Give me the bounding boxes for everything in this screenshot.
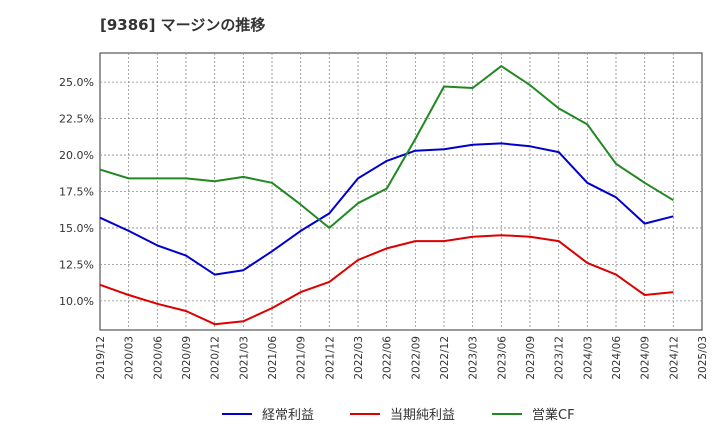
x-tick-label: 2019/12: [95, 336, 107, 380]
series-line-0: [99, 142, 674, 276]
x-tick-label: 2021/03: [238, 336, 250, 380]
x-tick-label: 2024/09: [640, 336, 652, 380]
x-tick-label: 2020/12: [210, 336, 222, 380]
y-tick-label: 10.0%: [59, 295, 94, 308]
x-tick-label: 2022/03: [353, 336, 365, 380]
y-tick-label: 25.0%: [59, 76, 94, 89]
x-tick-label: 2025/03: [697, 336, 709, 380]
legend-label-2: 営業CF: [532, 407, 575, 423]
x-tick-label: 2023/09: [525, 336, 537, 380]
y-tick-label: 20.0%: [59, 149, 94, 162]
x-tick-label: 2024/06: [611, 336, 623, 380]
x-tick-label: 2020/03: [124, 336, 136, 380]
y-tick-label: 22.5%: [59, 113, 94, 126]
series-line-2: [99, 65, 674, 229]
x-tick-label: 2024/12: [668, 336, 680, 380]
x-tick-label: 2021/06: [267, 336, 279, 380]
x-tick-label: 2022/12: [439, 336, 451, 380]
y-tick-label: 17.5%: [59, 186, 94, 199]
x-tick-label: 2022/06: [382, 336, 394, 380]
series-line-1: [99, 234, 674, 326]
x-tick-label: 2022/09: [410, 336, 422, 380]
x-tick-label: 2021/09: [296, 336, 308, 380]
x-tick-label: 2024/03: [582, 336, 594, 380]
legend-label-0: 経常利益: [262, 408, 314, 423]
legend-label-1: 当期純利益: [390, 408, 455, 423]
x-tick-label: 2020/06: [152, 336, 164, 380]
x-tick-label: 2023/12: [554, 336, 566, 380]
chart-title: [9386] マージンの推移: [100, 16, 266, 34]
x-tick-label: 2020/09: [181, 336, 193, 380]
y-tick-label: 12.5%: [59, 258, 94, 271]
x-tick-label: 2023/06: [496, 336, 508, 380]
x-tick-label: 2021/12: [324, 336, 336, 380]
x-tick-label: 2023/03: [468, 336, 480, 380]
y-tick-label: 15.0%: [59, 222, 94, 235]
